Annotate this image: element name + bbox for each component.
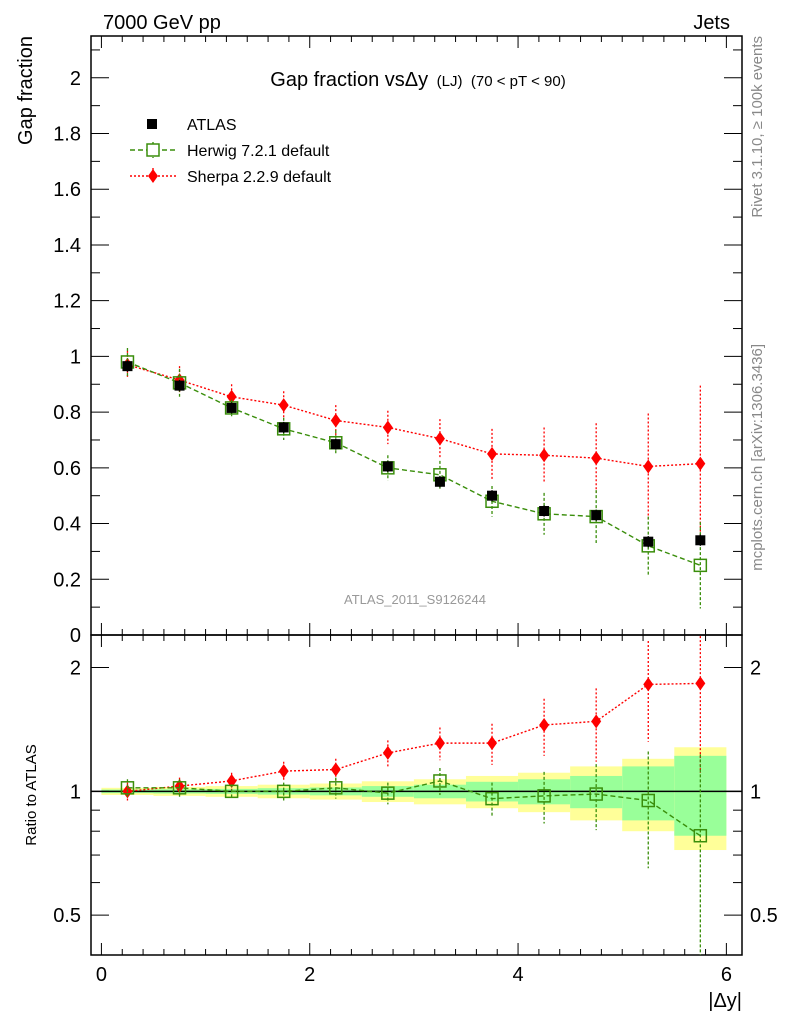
atlas-point [122,361,133,372]
atlas-point [591,510,602,521]
sherpa-point [330,413,341,428]
sherpa-point [278,398,289,413]
legend-atlas-label: ATLAS [187,117,237,134]
atlas-point [487,490,498,501]
main-y-tick-label: 1 [70,346,81,368]
ratio-sherpa-point [330,762,341,777]
ratio-sherpa-point [643,677,654,692]
atlas-point [643,536,654,547]
main-y-tick-label: 0.8 [53,402,81,424]
atlas-point [226,402,237,413]
herwig-line [127,361,701,567]
watermark: ATLAS_2011_S9126244 [344,592,486,607]
ratio-herwig-point [120,781,135,795]
ratio-herwig-line [127,780,701,837]
sherpa-point [226,389,237,404]
ratio-y-tick-label-right: 1 [750,781,761,803]
ratio-herwig-point [537,789,551,803]
ratio-sherpa-point [539,717,550,732]
ratio-series-group [120,635,708,955]
legend-atlas-marker [147,119,157,129]
ratio-herwig-point [589,787,603,801]
ratio-sherpa-point [434,736,445,751]
ratio-herwig-point [329,781,343,795]
atlas-point [278,422,289,433]
ratio-herwig-point [172,781,187,795]
legend-sherpa-marker [148,169,158,183]
ratio-herwig-point [433,774,447,788]
herwig-point [693,558,708,573]
ratio-panel: 0 2 4 6 0.5 0.5 1 1 2 2 [53,634,778,986]
y-axis-label-ratio: Ratio to ATLAS [23,744,40,845]
legend: ATLAS Herwig 7.2.1 default Sherpa 2.2.9 … [130,117,332,186]
atlas-point [382,461,393,472]
ratio-y-tick-label-right: 0.5 [750,905,778,927]
rivet-label: Rivet 3.1.10, ≥ 100k events [749,36,766,218]
ratio-frame [90,634,743,956]
main-y-tick-label: 1.8 [53,124,81,146]
title-main: Gap fraction vsΔy [270,69,428,91]
title-range: (70 < pT < 90) [471,73,566,90]
atlas-point [434,476,445,487]
main-y-tick-label: 0.4 [53,514,81,536]
ratio-herwig-point [381,786,395,800]
ratio-sherpa-point [226,773,237,788]
main-y-tick-label: 0.6 [53,458,81,480]
herwig-point [224,401,239,415]
ratio-herwig-point [485,791,499,806]
main-y-tick-label: 0 [70,625,81,647]
atlas-point [695,535,706,546]
mcplots-label: mcplots.cern.ch [arXiv:1306.3436] [749,344,766,571]
y-axis-label-main: Gap fraction [15,36,37,145]
x-axis-label: |Δy| [708,990,742,1012]
legend-herwig-marker [146,143,160,157]
ratio-herwig-point [224,784,239,799]
sherpa-point [695,456,706,471]
ratio-sherpa-point [278,764,289,779]
sherpa-point [382,420,393,435]
ratio-y-tick-label: 2 [70,658,81,680]
ratio-herwig-point [693,828,708,843]
header-right: Jets [693,12,730,34]
ratio-sherpa-point [695,676,706,691]
main-y-tick-label: 1.2 [53,291,81,313]
x-tick-label: 2 [304,964,315,986]
ratio-y-tick-label-right: 2 [750,658,761,680]
ratio-sherpa-point [487,736,498,751]
ratio-herwig-point [276,784,291,799]
header-left: 7000 GeV pp [103,12,221,34]
ratio-sherpa-point [382,745,393,760]
sherpa-point [539,448,550,463]
main-y-tick-label: 1.4 [53,235,81,257]
x-tick-label: 0 [96,964,107,986]
ratio-sherpa-point [591,714,602,729]
atlas-point [330,439,341,450]
legend-herwig-label: Herwig 7.2.1 default [187,143,330,160]
sherpa-point [643,459,654,474]
ratio-herwig-point [641,793,656,808]
x-tick-label: 4 [512,964,523,986]
plot-title: Gap fraction vsΔy (LJ) (70 < pT < 90) [270,69,565,91]
main-y-tick-label: 2 [70,68,81,90]
main-y-tick-label: 1.6 [53,179,81,201]
ratio-y-tick-label: 1 [70,781,81,803]
sherpa-point [434,431,445,446]
x-tick-label: 6 [721,964,732,986]
legend-sherpa-label: Sherpa 2.2.9 default [187,169,332,186]
sherpa-line [127,364,701,468]
ratio-y-tick-label: 0.5 [53,905,81,927]
main-y-tick-label: 0.2 [53,569,81,591]
sherpa-point [487,446,498,461]
title-sub: (LJ) [437,73,463,90]
main-panel: 0 0.2 0.4 0.6 0.8 1 1.2 1.4 1.6 1.8 2 [53,35,743,647]
atlas-point [539,506,550,517]
sherpa-point [591,451,602,466]
atlas-point [174,380,185,391]
